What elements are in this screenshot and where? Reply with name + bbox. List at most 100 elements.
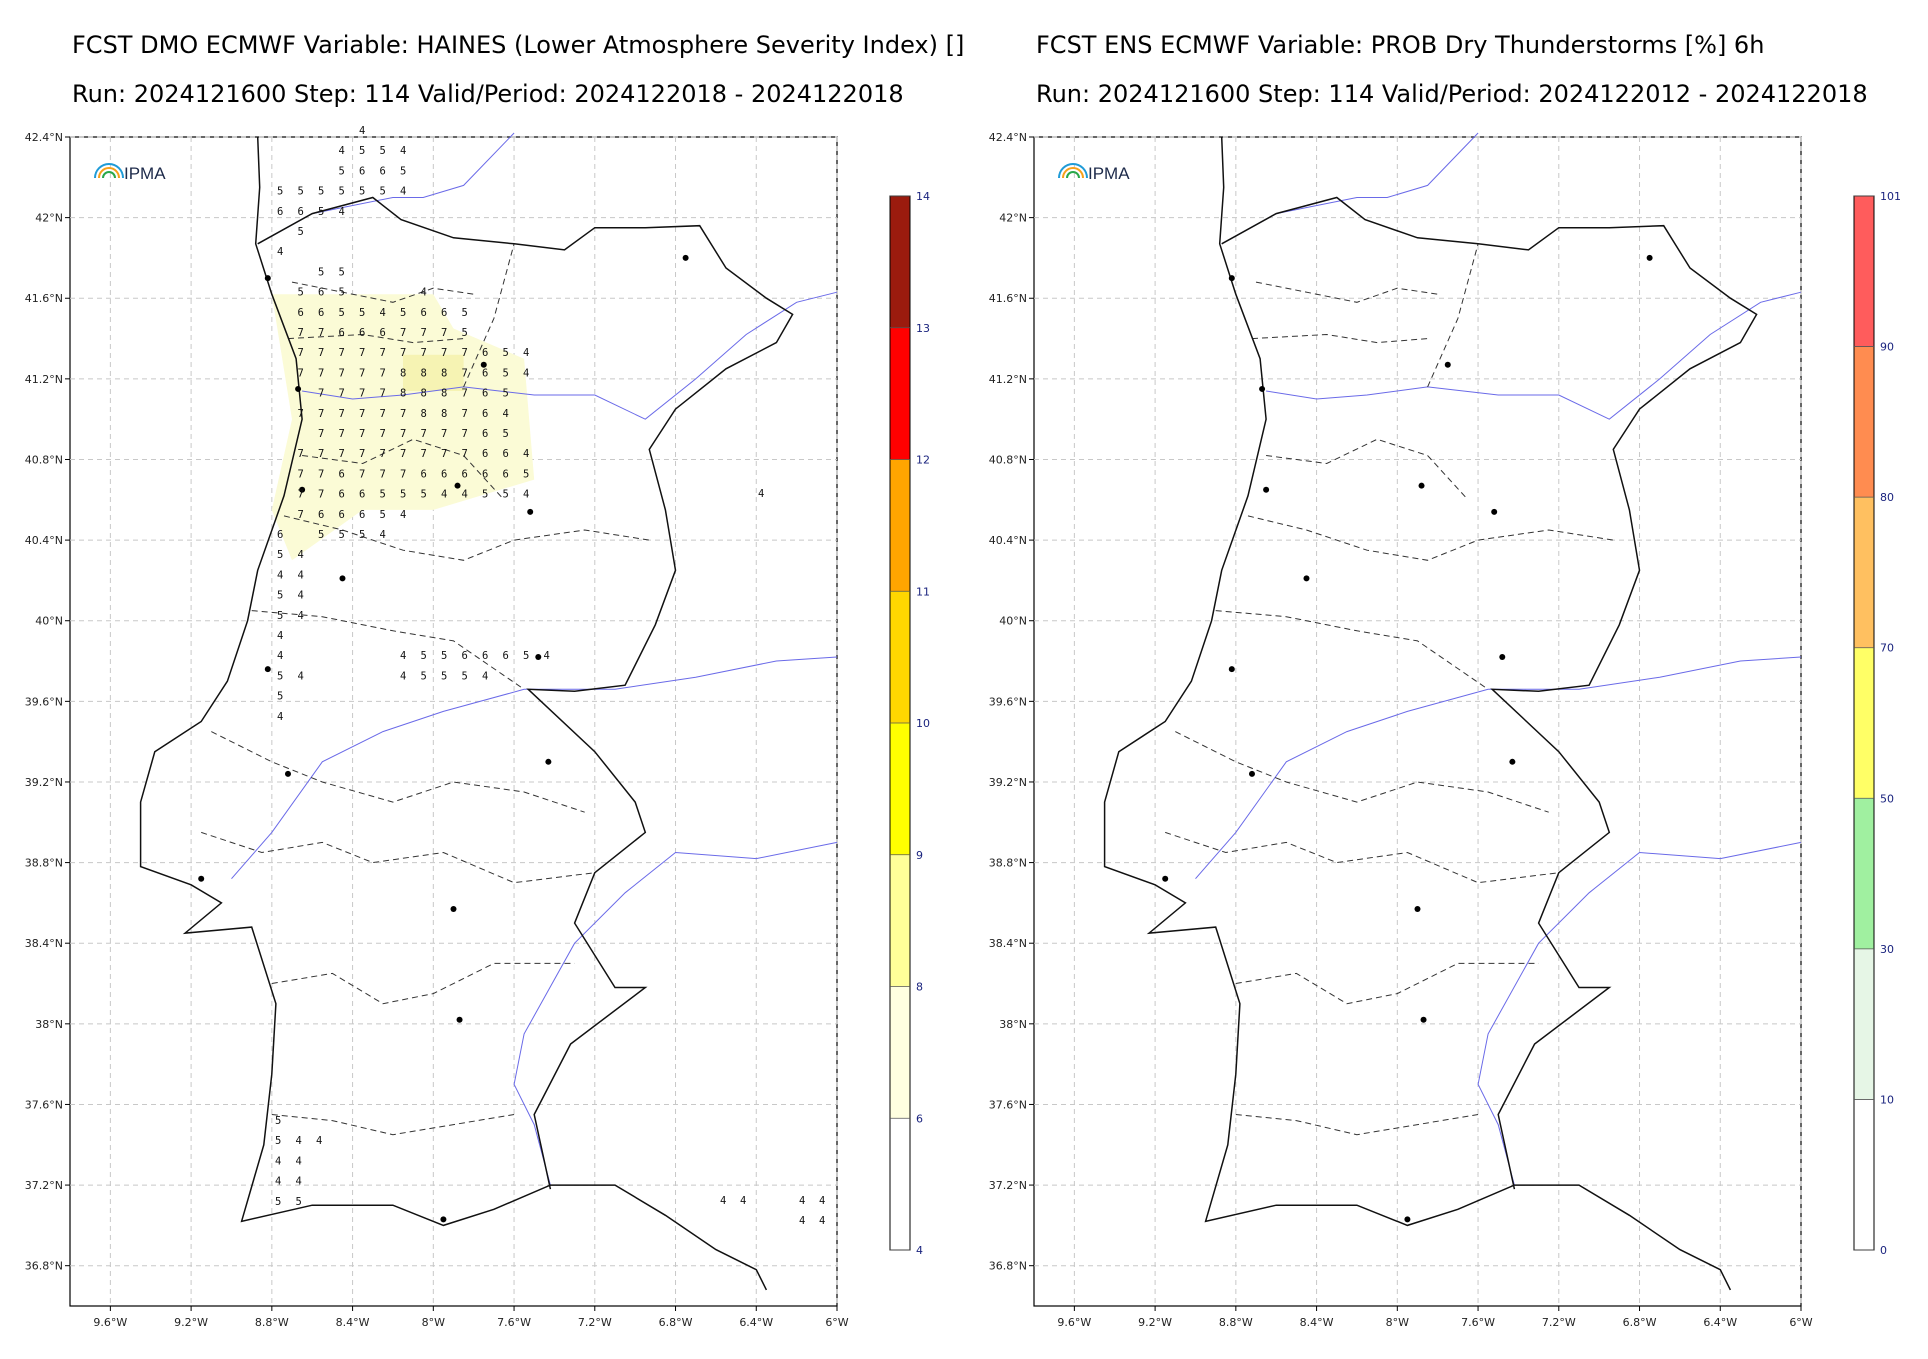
grid-value: 7: [359, 408, 365, 420]
grid-value: 5: [277, 610, 283, 622]
colorbar-label: 14: [916, 190, 930, 203]
grid-value: 6: [482, 468, 488, 480]
grid-value: 7: [462, 428, 468, 440]
grid-value: 5: [380, 186, 386, 198]
grid-value: 7: [421, 448, 427, 460]
map-frame: [1033, 136, 1802, 1307]
city-marker: [454, 482, 461, 489]
grid-value: 6: [359, 165, 365, 177]
grid-value: 4: [298, 670, 304, 682]
city-marker: [1499, 654, 1506, 661]
grid-value: 5: [503, 388, 509, 400]
grid-value: 4: [277, 630, 283, 642]
city-marker: [440, 1216, 447, 1223]
grid-value: 7: [298, 327, 304, 339]
colorbar-segment: [890, 327, 910, 460]
grid-value: 6: [482, 347, 488, 359]
lon-tick-label: 6.8°W: [1623, 1316, 1657, 1329]
lat-tick-label: 40.8°N: [989, 453, 1027, 466]
colorbar-label: 10: [916, 717, 930, 730]
city-marker: [1228, 666, 1235, 673]
grid-value: 7: [318, 347, 324, 359]
panel-title: FCST DMO ECMWF Variable: HAINES (Lower A…: [72, 31, 965, 59]
grid-value: 7: [462, 408, 468, 420]
grid-value: 4: [720, 1195, 726, 1207]
grid-value: 4: [740, 1195, 746, 1207]
grid-value: 4: [400, 650, 406, 662]
city-marker: [545, 758, 552, 765]
grid-value: 7: [359, 468, 365, 480]
logo-arc-icon: [98, 167, 120, 179]
grid-value: 5: [400, 307, 406, 319]
grid-value: 5: [359, 307, 365, 319]
grid-value: 5: [298, 186, 304, 198]
lat-tick-label: 38.4°N: [25, 937, 63, 950]
district-boundary: [211, 731, 585, 813]
lon-tick-label: 9.6°W: [93, 1316, 127, 1329]
grid-value: 5: [503, 489, 509, 501]
grid-value: 4: [277, 246, 283, 258]
lat-tick-label: 40.4°N: [989, 534, 1027, 547]
lat-tick-label: 39.6°N: [25, 695, 63, 708]
grid-value: 4: [339, 206, 345, 218]
grid-value: 7: [359, 347, 365, 359]
lat-tick-label: 42.4°N: [989, 131, 1027, 144]
city-marker: [1162, 875, 1169, 882]
grid-value: 7: [421, 347, 427, 359]
grid-value: 8: [421, 388, 427, 400]
grid-value: 4: [275, 1155, 281, 1167]
grid-value: 5: [400, 165, 406, 177]
grid-value: 7: [318, 428, 324, 440]
panel-subtitle: Run: 2024121600 Step: 114 Valid/Period: …: [1036, 80, 1868, 108]
grid-value: 4: [277, 711, 283, 723]
grid-value: 7: [318, 367, 324, 379]
lat-tick-label: 41.2°N: [989, 373, 1027, 386]
dry-thunderstorm-map: 42.4°N 42°N 41.6°N 41.2°N 40.8°N 40.4°N 40°N 39…: [989, 131, 1901, 1329]
colorbar-segment: [1854, 647, 1874, 799]
district-boundary: [463, 243, 515, 388]
district-boundary: [1251, 333, 1428, 344]
grid-value: 5: [298, 226, 304, 238]
colorbar-label: 4: [916, 1244, 923, 1257]
city-marker: [1491, 508, 1498, 515]
city-marker: [480, 361, 487, 368]
grid-value: 7: [400, 347, 406, 359]
grid-value: 6: [503, 468, 509, 480]
grid-value: 6: [339, 327, 345, 339]
lon-tick-label: 7.2°W: [1542, 1316, 1576, 1329]
grid-value: 7: [359, 428, 365, 440]
grid-value: 4: [316, 1135, 322, 1147]
colorbar-label: 8: [916, 981, 923, 994]
city-marker: [1228, 275, 1235, 282]
grid-value: 5: [359, 186, 365, 198]
grid-value: 5: [503, 428, 509, 440]
grid-value: 5: [339, 186, 345, 198]
grid-value: 5: [298, 287, 304, 299]
grid-value: 4: [339, 145, 345, 157]
grid-value: 7: [339, 347, 345, 359]
colorbar-label: 0: [1880, 1244, 1887, 1257]
grid-value: 5: [462, 670, 468, 682]
haines-level-8-area: [403, 354, 464, 391]
grid-value: 6: [421, 468, 427, 480]
grid-value: 6: [298, 206, 304, 218]
district-boundary: [1427, 243, 1479, 388]
city-marker: [535, 654, 542, 661]
grid-value: 4: [296, 1155, 302, 1167]
colorbar-label: 13: [916, 322, 930, 335]
lat-tick-label: 39.2°N: [25, 776, 63, 789]
grid-value: 7: [318, 327, 324, 339]
colorbar-label: 30: [1880, 943, 1894, 956]
grid-value: 4: [482, 670, 488, 682]
grid-value: 7: [380, 347, 386, 359]
grid-value: 4: [544, 650, 550, 662]
city-marker: [456, 1016, 463, 1023]
city-marker: [450, 905, 457, 912]
colorbar-label: 9: [916, 849, 923, 862]
lat-tick-label: 38.8°N: [989, 857, 1027, 870]
grid-value: 6: [339, 468, 345, 480]
river-line: [1477, 841, 1802, 1186]
grid-value: 7: [359, 388, 365, 400]
grid-value: 7: [298, 367, 304, 379]
lon-tick-label: 9.2°W: [1138, 1316, 1172, 1329]
